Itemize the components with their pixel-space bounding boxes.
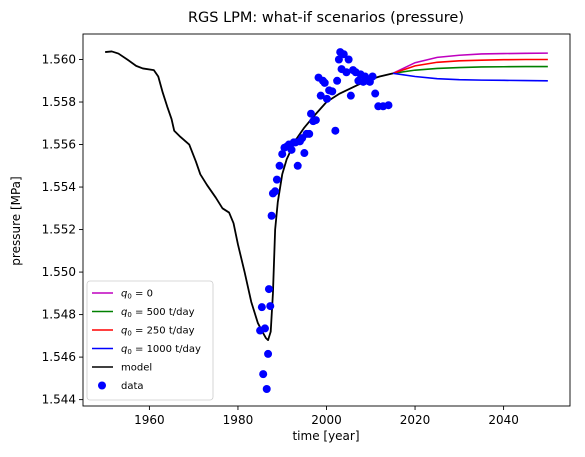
- series-line-q0-0: [392, 52, 548, 75]
- data-point: [384, 101, 393, 110]
- x-tick-label: 2000: [311, 413, 342, 427]
- data-point: [293, 161, 302, 170]
- data-point: [305, 129, 314, 138]
- data-point: [322, 94, 331, 103]
- data-point: [342, 68, 351, 77]
- y-tick-label: 1.548: [42, 308, 76, 322]
- data-point: [264, 285, 273, 294]
- data-point: [259, 370, 268, 379]
- y-tick-label: 1.560: [42, 53, 76, 67]
- y-tick-label: 1.544: [42, 393, 76, 407]
- data-point: [257, 303, 266, 312]
- data-point: [264, 349, 273, 358]
- series-line-q250: [392, 58, 548, 75]
- legend-label-data: data: [121, 381, 144, 392]
- data-point: [287, 145, 296, 154]
- data-point: [307, 109, 315, 118]
- data-point: [300, 149, 309, 158]
- y-tick-label: 1.552: [42, 223, 76, 237]
- legend-label-q0-0: q0 = 0: [121, 289, 153, 301]
- y-tick-label: 1.546: [42, 350, 76, 364]
- plot-area: 1960 1980 2000 2020 2040 1.544 1.546 1.548 1.550…: [42, 33, 571, 427]
- y-tick-label: 1.550: [42, 265, 76, 279]
- legend-label-q500: q0 = 500 t/day: [121, 307, 195, 319]
- data-point: [331, 126, 340, 135]
- y-axis-label: pressure [MPa]: [9, 176, 23, 265]
- data-point: [260, 324, 269, 333]
- data-point: [320, 78, 329, 87]
- x-tick-label: 1960: [134, 413, 165, 427]
- x-tick-label: 1980: [223, 413, 254, 427]
- series-line-q500: [392, 65, 548, 75]
- legend-label-q1000: q0 = 1000 t/day: [121, 344, 201, 356]
- chart-title: RGS LPM: what-if scenarios (pressure): [188, 10, 464, 26]
- legend-swatch-data: [98, 381, 106, 390]
- y-tick-label: 1.554: [42, 180, 76, 194]
- data-point: [267, 211, 276, 220]
- data-point: [339, 50, 348, 59]
- legend-box: [86, 280, 214, 401]
- data-point: [262, 384, 271, 393]
- y-tick-label: 1.558: [42, 95, 76, 109]
- data-point: [344, 55, 353, 64]
- data-point: [333, 76, 342, 85]
- data-point: [346, 91, 355, 100]
- x-tick-label: 2020: [400, 413, 431, 427]
- legend: q0 = 0 q0 = 500 t/day q0 = 250 t/day q0 = 1…: [86, 280, 214, 401]
- data-point: [371, 89, 380, 98]
- model-line: [105, 50, 394, 341]
- legend-label-model: model: [121, 363, 152, 374]
- data-point: [272, 175, 281, 184]
- x-axis-label: time [year]: [292, 429, 359, 443]
- data-point: [316, 91, 325, 100]
- data-point: [278, 150, 287, 159]
- data-point: [368, 72, 377, 81]
- data-point: [266, 302, 275, 311]
- data-point: [275, 161, 284, 170]
- data-point: [271, 187, 280, 196]
- data-point: [311, 116, 320, 125]
- x-tick-label: 2040: [488, 413, 519, 427]
- legend-label-q250: q0 = 250 t/day: [121, 326, 195, 338]
- data-point: [328, 87, 337, 96]
- data-point: [334, 55, 343, 64]
- y-tick-label: 1.556: [42, 138, 76, 152]
- series-line-q1000: [392, 72, 548, 82]
